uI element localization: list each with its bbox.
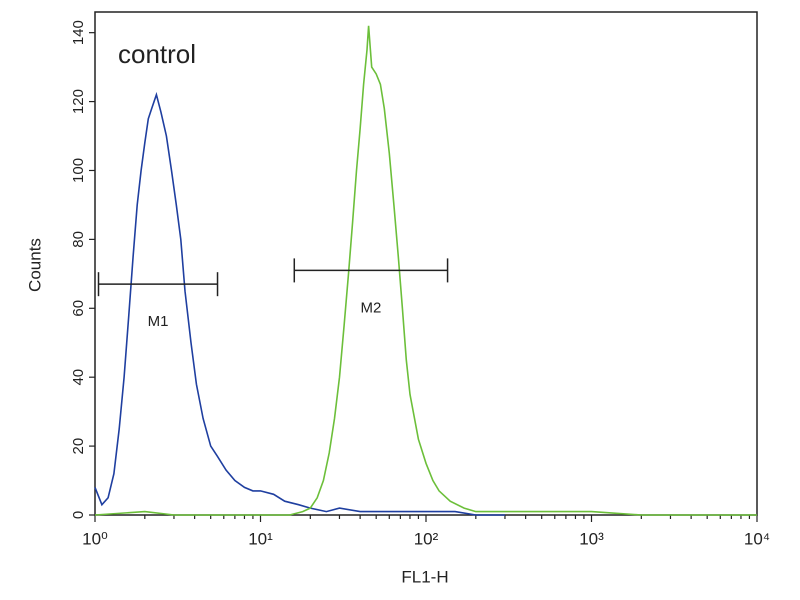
x-tick-label: 10⁰ xyxy=(82,529,108,548)
y-tick-label: 60 xyxy=(70,300,87,317)
histogram-line xyxy=(94,91,505,516)
y-tick-label: 120 xyxy=(70,89,87,114)
y-tick-label: 100 xyxy=(70,158,87,183)
y-tick-label: 40 xyxy=(70,369,87,386)
plot-frame xyxy=(94,11,758,516)
x-tick-label: 10² xyxy=(414,529,439,548)
y-tick-label: 80 xyxy=(70,231,87,248)
gate-label: M1 xyxy=(148,313,169,330)
annotation: control xyxy=(118,39,196,69)
y-axis-label: Counts xyxy=(25,238,44,292)
y-tick-label: 140 xyxy=(70,20,87,45)
gate-label: M2 xyxy=(361,299,382,316)
x-axis-label: FL1-H xyxy=(401,567,448,586)
x-tick-label: 10⁴ xyxy=(744,529,770,548)
y-tick-label: 0 xyxy=(70,511,87,519)
y-tick-label: 20 xyxy=(70,438,87,455)
x-tick-label: 10³ xyxy=(579,529,604,548)
x-tick-label: 10¹ xyxy=(248,529,273,548)
histogram-line xyxy=(94,25,757,516)
